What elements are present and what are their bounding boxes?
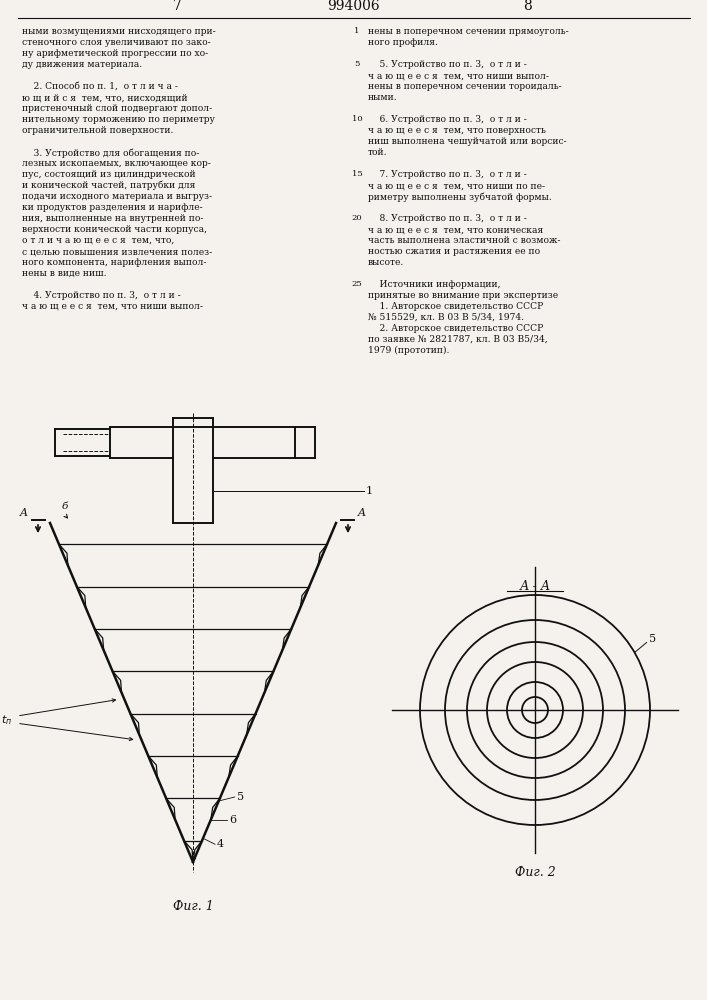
Text: пус, состоящий из цилиндрической: пус, состоящий из цилиндрической [22, 170, 196, 179]
Text: ч а ю щ е е с я  тем, что ниши выпол-: ч а ю щ е е с я тем, что ниши выпол- [368, 71, 549, 80]
Text: 7: 7 [173, 0, 182, 13]
Text: ного компонента, нарифления выпол-: ного компонента, нарифления выпол- [22, 258, 206, 267]
Text: лезных ископаемых, включающее кор-: лезных ископаемых, включающее кор- [22, 159, 211, 168]
Text: ч а ю щ е е с я  тем, что ниши выпол-: ч а ю щ е е с я тем, что ниши выпол- [22, 302, 203, 311]
Text: нены в поперечном сечении тороидаль-: нены в поперечном сечении тороидаль- [368, 82, 562, 91]
Text: подачи исходного материала и выгруз-: подачи исходного материала и выгруз- [22, 192, 212, 201]
Text: верхности конической части корпуса,: верхности конической части корпуса, [22, 225, 207, 234]
Text: A: A [20, 508, 28, 518]
Text: нены в виде ниш.: нены в виде ниш. [22, 269, 107, 278]
Text: ду движения материала.: ду движения материала. [22, 60, 142, 69]
Text: А - А: А - А [520, 580, 551, 593]
Text: часть выполнена эластичной с возмож-: часть выполнена эластичной с возмож- [368, 236, 561, 245]
Text: ограничительной поверхности.: ограничительной поверхности. [22, 126, 173, 135]
Text: стеночного слоя увеличивают по зако-: стеночного слоя увеличивают по зако- [22, 38, 211, 47]
Text: ки продуктов разделения и нарифле-: ки продуктов разделения и нарифле- [22, 203, 203, 212]
Text: высоте.: высоте. [368, 258, 404, 267]
Text: Фuг. 2: Фuг. 2 [515, 866, 556, 879]
Text: ч а ю щ е е с я  тем, что поверхность: ч а ю щ е е с я тем, что поверхность [368, 126, 546, 135]
Text: пристеночный слой подвергают допол-: пристеночный слой подвергают допол- [22, 104, 212, 113]
Text: 5: 5 [237, 792, 244, 802]
Text: 3. Устройство для обогащения по-: 3. Устройство для обогащения по- [22, 148, 199, 157]
Text: Фuг. 1: Фuг. 1 [173, 900, 214, 913]
Text: 5. Устройство по п. 3,  о т л и -: 5. Устройство по п. 3, о т л и - [368, 60, 527, 69]
Text: 1979 (прототип).: 1979 (прототип). [368, 346, 450, 355]
Text: 15: 15 [351, 170, 363, 178]
Text: ния, выполненные на внутренней по-: ния, выполненные на внутренней по- [22, 214, 204, 223]
Text: по заявке № 2821787, кл. В 03 В5/34,: по заявке № 2821787, кл. В 03 В5/34, [368, 335, 548, 344]
Text: той.: той. [368, 148, 387, 157]
Text: 2. Способ по п. 1,  о т л и ч а -: 2. Способ по п. 1, о т л и ч а - [22, 82, 178, 91]
Text: 25: 25 [351, 280, 363, 288]
Text: 5: 5 [354, 60, 360, 68]
Text: ного профиля.: ного профиля. [368, 38, 438, 47]
Text: нены в поперечном сечении прямоуголь-: нены в поперечном сечении прямоуголь- [368, 27, 568, 36]
Text: ностью сжатия и растяжения ее по: ностью сжатия и растяжения ее по [368, 247, 540, 256]
Text: нительному торможению по периметру: нительному торможению по периметру [22, 115, 215, 124]
Text: ными возмущениями нисходящего при-: ными возмущениями нисходящего при- [22, 27, 216, 36]
Text: 1. Авторское свидетельство СССР: 1. Авторское свидетельство СССР [368, 302, 543, 311]
Text: риметру выполнены зубчатой формы.: риметру выполнены зубчатой формы. [368, 192, 551, 202]
Text: № 515529, кл. В 03 В 5/34, 1974.: № 515529, кл. В 03 В 5/34, 1974. [368, 313, 524, 322]
Text: 8: 8 [524, 0, 532, 13]
Text: 4: 4 [217, 839, 224, 849]
Text: 10: 10 [351, 115, 363, 123]
Text: б: б [62, 502, 69, 511]
Text: ниш выполнена чешуйчатой или ворсис-: ниш выполнена чешуйчатой или ворсис- [368, 137, 567, 146]
Text: ными.: ными. [368, 93, 397, 102]
Text: 1: 1 [366, 486, 373, 495]
Text: 994006: 994006 [327, 0, 380, 13]
Text: 8. Устройство по п. 3,  о т л и -: 8. Устройство по п. 3, о т л и - [368, 214, 527, 223]
Text: 6. Устройство по п. 3,  о т л и -: 6. Устройство по п. 3, о т л и - [368, 115, 527, 124]
Text: 20: 20 [351, 214, 363, 222]
Text: принятые во внимание при экспертизе: принятые во внимание при экспертизе [368, 291, 558, 300]
Text: 5: 5 [648, 634, 655, 644]
Text: 7. Устройство по п. 3,  о т л и -: 7. Устройство по п. 3, о т л и - [368, 170, 527, 179]
Text: ч а ю щ е е с я  тем, что ниши по пе-: ч а ю щ е е с я тем, что ниши по пе- [368, 181, 545, 190]
Text: Источники информации,: Источники информации, [368, 280, 501, 289]
Text: 6: 6 [229, 815, 236, 825]
Text: 2. Авторское свидетельство СССР: 2. Авторское свидетельство СССР [368, 324, 543, 333]
Text: с целью повышения извлечения полез-: с целью повышения извлечения полез- [22, 247, 212, 256]
Text: 4. Устройство по п. 3,  о т л и -: 4. Устройство по п. 3, о т л и - [22, 291, 181, 300]
Text: ч а ю щ е е с я  тем, что коническая: ч а ю щ е е с я тем, что коническая [368, 225, 543, 234]
Text: и конической частей, патрубки для: и конической частей, патрубки для [22, 181, 195, 190]
Text: ну арифметической прогрессии по хо-: ну арифметической прогрессии по хо- [22, 49, 209, 58]
Text: $t_п$: $t_п$ [1, 713, 12, 727]
Text: A: A [358, 508, 366, 518]
Text: о т л и ч а ю щ е е с я  тем, что,: о т л и ч а ю щ е е с я тем, что, [22, 236, 174, 245]
Text: 1: 1 [354, 27, 360, 35]
Text: ю щ и й с я  тем, что, нисходящий: ю щ и й с я тем, что, нисходящий [22, 93, 187, 102]
